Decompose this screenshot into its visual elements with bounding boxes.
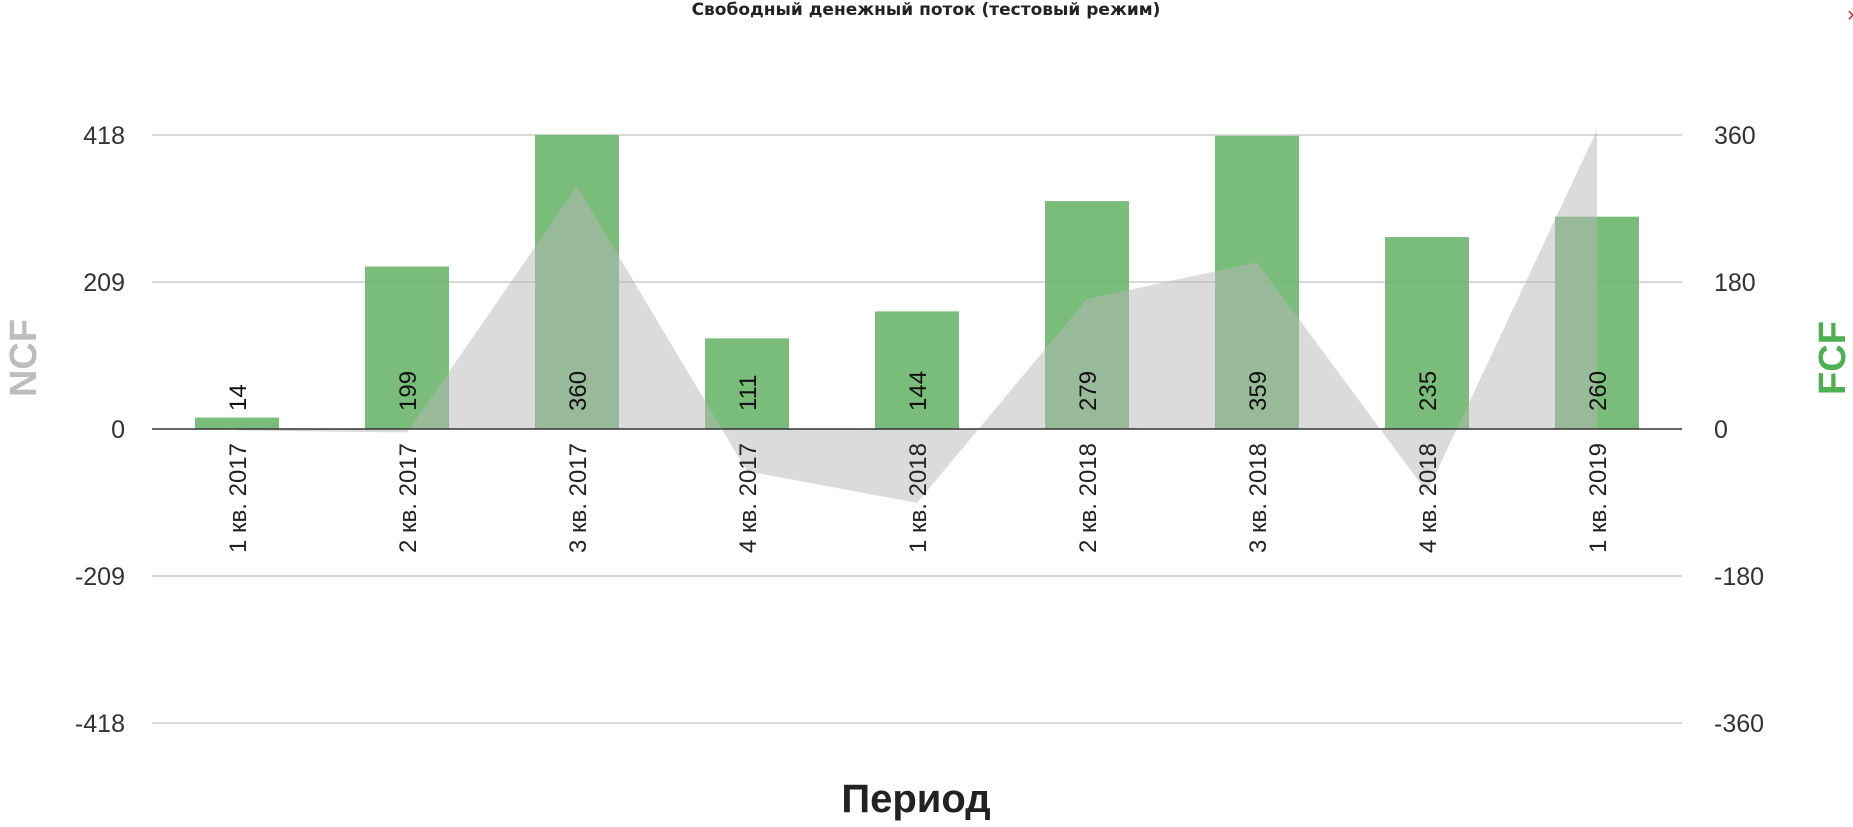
left-tick-label: -418 (75, 710, 125, 738)
fcf-value-label: 360 (565, 371, 592, 411)
ncf-area (237, 130, 1597, 503)
fcf-value-label: 14 (225, 384, 252, 411)
category-label: 2 кв. 2017 (395, 443, 422, 553)
fcf-bar[interactable] (195, 417, 279, 429)
ncf-area-shape[interactable] (237, 130, 1597, 503)
right-tick-label: 360 (1714, 122, 1756, 150)
left-tick-label: -209 (75, 563, 125, 591)
fcf-value-label: 111 (735, 375, 762, 411)
fcf-bar[interactable] (875, 311, 959, 429)
left-tick-label: 0 (111, 416, 125, 444)
right-tick-label: 0 (1714, 416, 1728, 444)
fcf-value-label: 199 (395, 371, 422, 411)
x-axis-title: Период (841, 777, 990, 821)
left-tick-label: 418 (83, 122, 125, 150)
right-tick-label: -180 (1714, 563, 1764, 591)
fcf-bar[interactable] (1385, 237, 1469, 429)
fcf-value-label: 235 (1415, 371, 1442, 411)
fcf-value-label: 260 (1585, 371, 1612, 411)
right-axis-title: FCF (1812, 321, 1853, 395)
category-labels: 1 кв. 2017 2 кв. 2017 3 кв. 2017 4 кв. 2017… (225, 443, 1612, 553)
fcf-value-label: 359 (1245, 371, 1272, 411)
fcf-value-label: 144 (905, 371, 932, 411)
fcf-value-labels: 14 199 360 111 144 279 359 235 260 (225, 371, 1612, 411)
right-tick-label: 180 (1714, 269, 1756, 297)
fcf-bar[interactable] (705, 338, 789, 429)
category-label: 3 кв. 2018 (1245, 443, 1272, 553)
left-axis-title: NCF (3, 319, 45, 397)
category-label: 1 кв. 2019 (1585, 443, 1612, 553)
right-tick-label: -360 (1714, 710, 1764, 738)
category-label: 4 кв. 2018 (1415, 443, 1442, 553)
category-label: 1 кв. 2017 (225, 443, 252, 553)
left-axis-ticks: 418 209 0 -209 -418 (75, 122, 125, 738)
left-tick-label: 209 (83, 269, 125, 297)
fcf-value-label: 279 (1075, 371, 1102, 411)
category-label: 2 кв. 2018 (1075, 443, 1102, 553)
chart-title: Свободный денежный поток (тестовый режим… (692, 0, 1161, 20)
close-icon[interactable]: × (1847, 5, 1853, 27)
category-label: 3 кв. 2017 (565, 443, 592, 553)
category-label: 1 кв. 2018 (905, 443, 932, 553)
category-label: 4 кв. 2017 (735, 443, 762, 553)
right-axis-ticks: 360 180 0 -180 -360 (1714, 122, 1764, 738)
